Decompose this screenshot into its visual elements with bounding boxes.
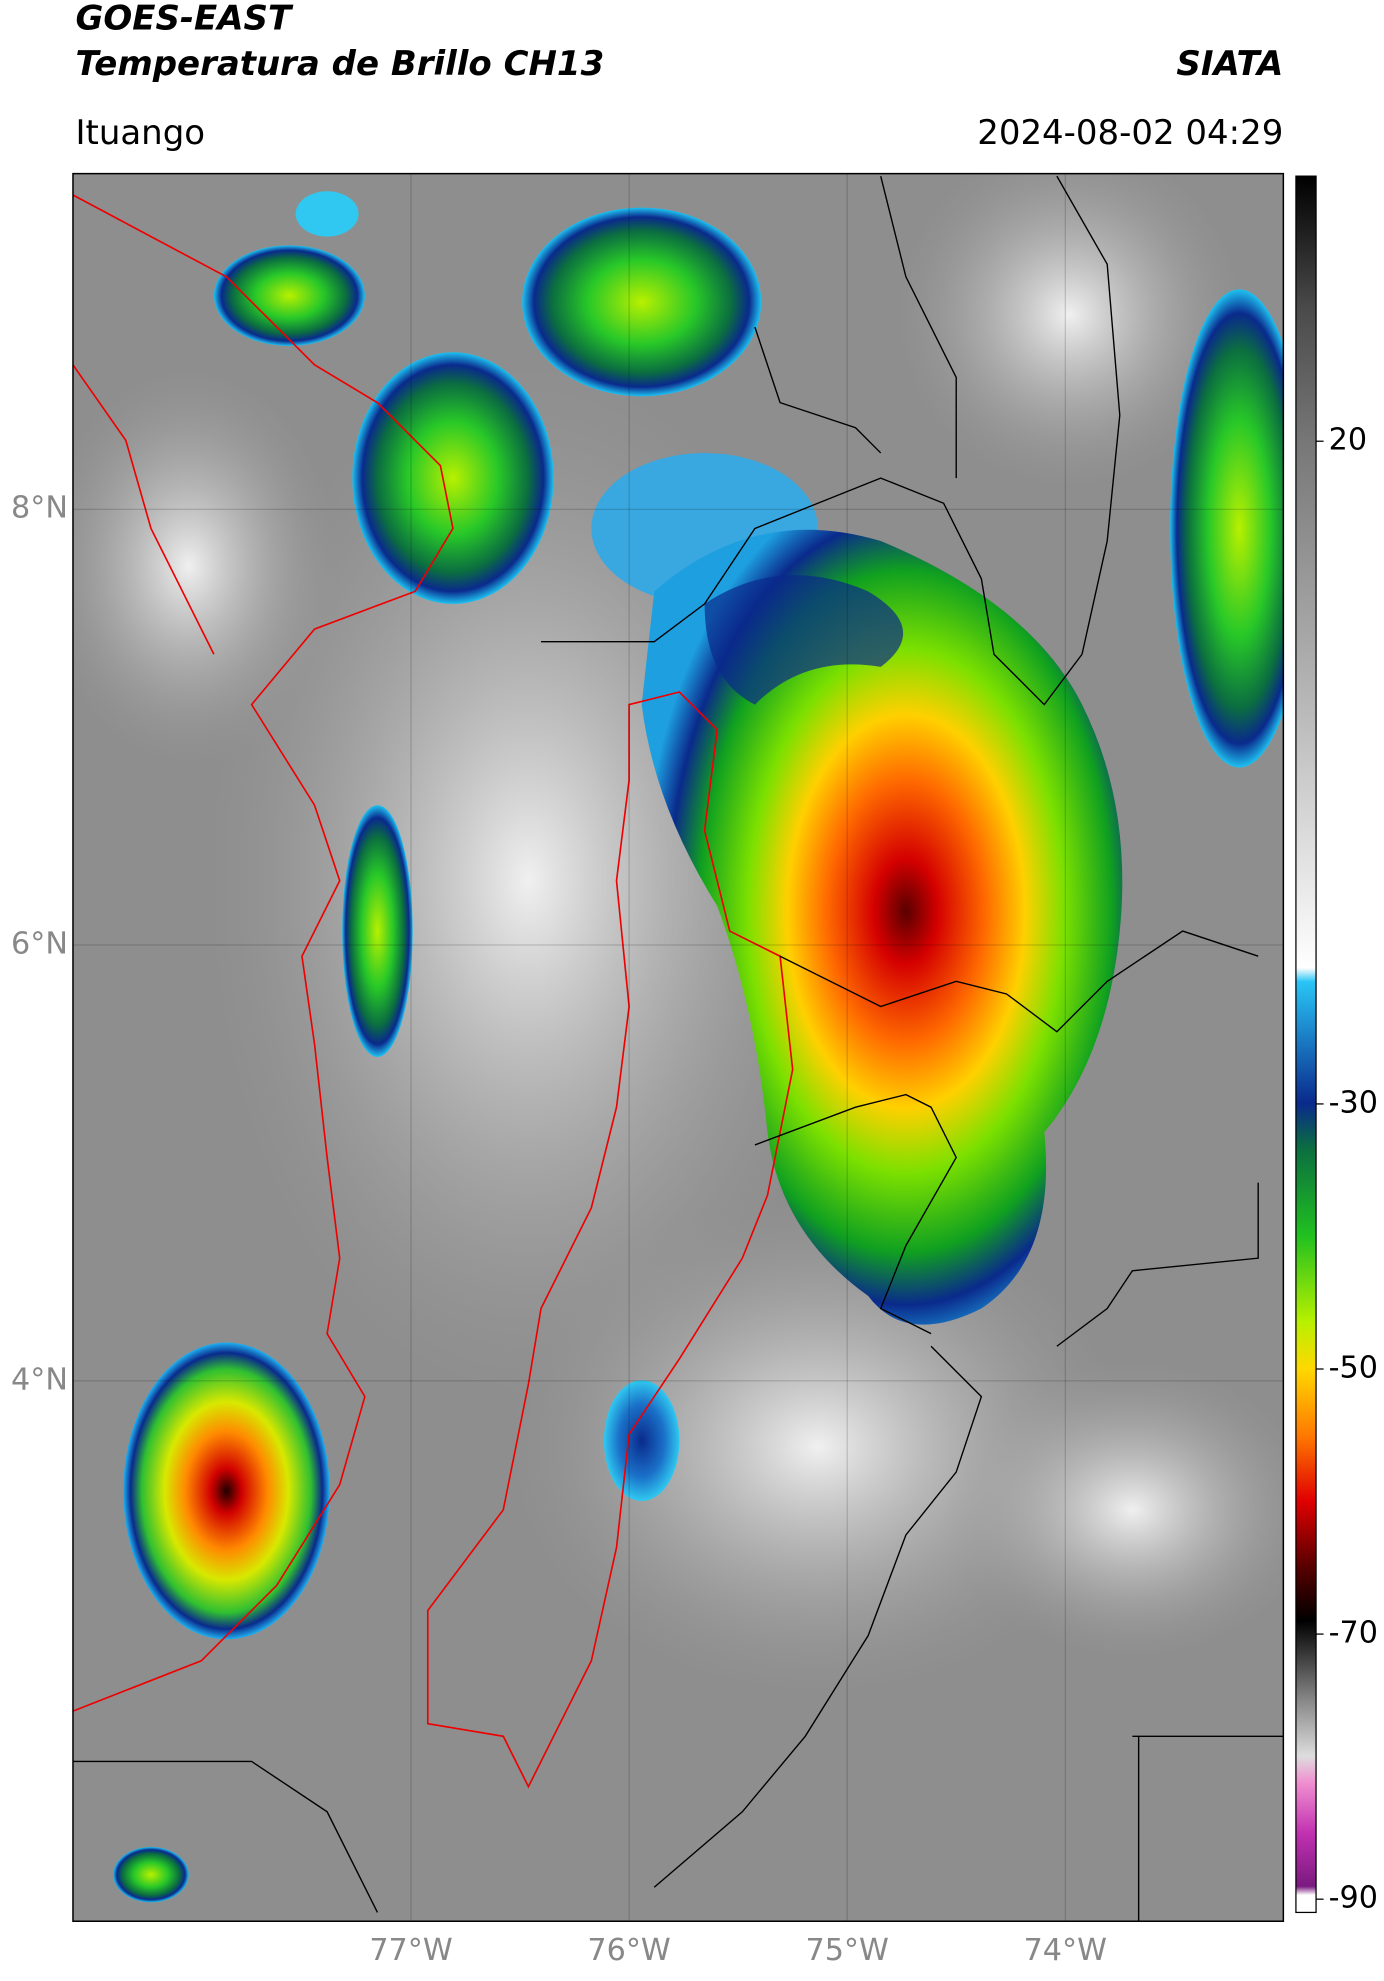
y-tick-label: 8°N xyxy=(11,491,68,526)
x-tick-label: 74°W xyxy=(1024,1933,1107,1968)
x-tick-label: 75°W xyxy=(805,1933,888,1968)
colorbar-tick-label: 20 xyxy=(1329,423,1367,458)
colorbar-tick-label: -70 xyxy=(1329,1616,1378,1651)
x-tick-label: 76°W xyxy=(587,1933,670,1968)
y-tick-label: 6°N xyxy=(11,927,68,962)
subtitle: Temperatura de Brillo CH13 xyxy=(75,44,604,84)
x-tick-label: 77°W xyxy=(369,1933,452,1968)
colorbar-tick-label: -30 xyxy=(1329,1085,1378,1120)
colorbar-tick-label: -50 xyxy=(1329,1351,1378,1386)
graticule xyxy=(72,173,1284,1922)
location: Ituango xyxy=(75,113,205,153)
colorbar-tick-label: -90 xyxy=(1329,1881,1378,1916)
y-tick-label: 4°N xyxy=(11,1362,68,1397)
satellite-image xyxy=(72,173,1284,1922)
datetime: 2024-08-02 04:29 xyxy=(977,113,1283,153)
agency: SIATA xyxy=(1176,44,1283,84)
title: GOES-EAST xyxy=(75,0,293,39)
colorbar xyxy=(1295,175,1317,1914)
map-frame xyxy=(72,172,1285,1922)
